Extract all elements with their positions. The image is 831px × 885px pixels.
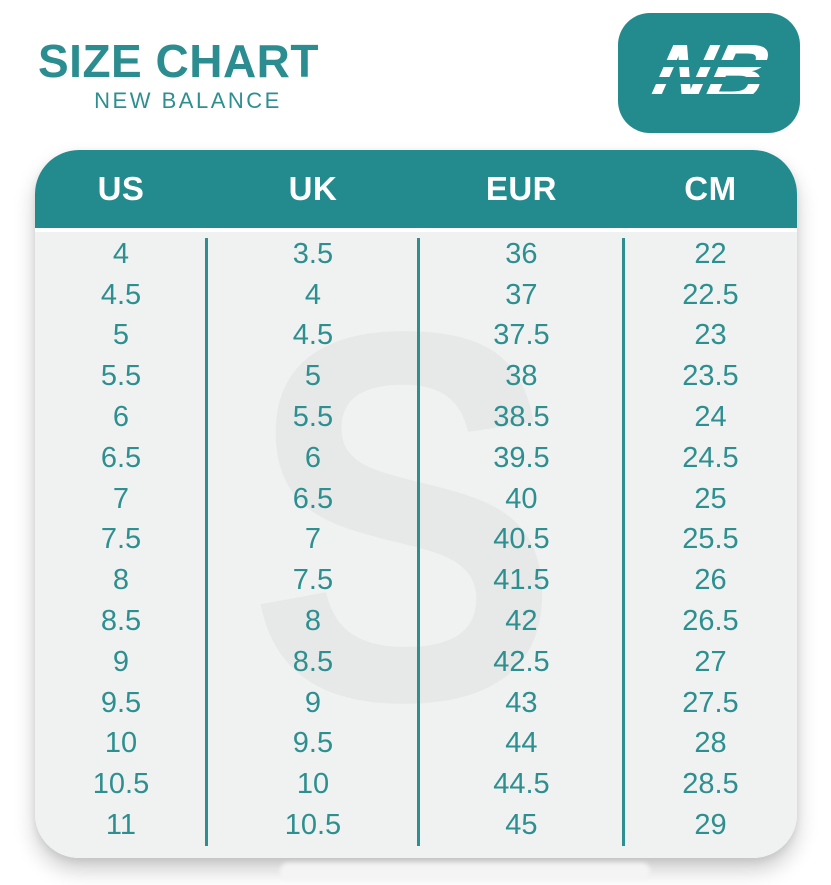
size-cell: 10 [104,727,138,760]
new-balance-logo-icon: NB [603,13,815,133]
table-rows: 4 3.5 36 22 4.5 4 37 22.5 5 4.5 37.5 23 5.5 5 38 23.5 6 5… [35,232,797,846]
size-cell: 40.5 [493,523,550,556]
size-cell: 5 [304,360,322,393]
size-cell: 22.5 [682,278,739,311]
size-cell: 27.5 [682,686,739,719]
size-cell: 26 [694,564,727,597]
size-cell: 4.5 [292,319,334,352]
size-cell: 24 [694,401,727,434]
column-divider [622,238,626,846]
table-row: 5.5 5 38 23.5 [35,356,797,397]
size-cell: 5 [112,319,130,352]
size-cell: 44 [505,727,538,760]
size-cell: 8 [304,605,322,638]
table-row: 5 4.5 37.5 23 [35,316,797,357]
size-cell: 45 [505,809,538,842]
table-row: 7.5 7 40.5 25.5 [35,520,797,561]
column-header-eur: EUR [485,170,558,207]
size-cell: 28.5 [682,768,739,801]
footer-smudge [280,863,650,879]
size-cell: 10.5 [284,809,342,842]
size-cell: 9 [304,686,322,719]
table-row: 8 7.5 41.5 26 [35,560,797,601]
size-cell: 44.5 [493,768,550,801]
table-row: 9.5 9 43 27.5 [35,683,797,724]
size-cell: 42.5 [493,645,550,678]
size-cell: 37.5 [493,319,550,352]
size-cell: 7 [304,523,322,556]
size-cell: 29 [694,809,727,842]
size-cell: 28 [694,727,727,760]
logo-speed-stripe [648,60,774,67]
size-cell: 26.5 [682,605,739,638]
table-row: 6.5 6 39.5 24.5 [35,438,797,479]
size-cell: 24.5 [682,441,739,474]
size-cell: 6 [304,441,322,474]
size-cell: 10 [296,768,330,801]
size-cell: 22 [694,237,727,270]
size-cell: 27 [694,645,727,678]
table-body: S 4 3.5 36 22 4.5 4 37 22.5 5 4.5 37.5 23 5.5 5 38 23.5… [35,232,797,858]
size-cell: 6 [112,401,130,434]
size-cell: 38.5 [493,401,550,434]
size-cell: 7 [112,482,130,515]
table-row: 10 9.5 44 28 [35,724,797,765]
size-cell: 7.5 [100,523,142,556]
size-cell: 10.5 [92,768,150,801]
size-cell: 6.5 [292,482,334,515]
table-row: 7 6.5 40 25 [35,479,797,520]
size-cell: 9 [112,645,130,678]
table-header-row: US UK EUR CM [35,150,797,228]
size-cell: 25.5 [682,523,739,556]
table-row: 6 5.5 38.5 24 [35,397,797,438]
size-cell: 5.5 [100,360,142,393]
size-cell: 36 [505,237,538,270]
column-header-us: US [97,170,145,207]
table-row: 4 3.5 36 22 [35,234,797,275]
column-header-uk: UK [288,170,338,207]
size-cell: 7.5 [292,564,334,597]
brand-logo-badge: NB [618,13,800,133]
size-cell: 40 [505,482,538,515]
size-cell: 4 [304,278,322,311]
size-cell: 6.5 [100,441,142,474]
logo-speed-stripe [648,77,774,84]
size-cell: 11 [105,809,137,842]
table-row: 8.5 8 42 26.5 [35,601,797,642]
size-cell: 9.5 [100,686,142,719]
size-cell: 23.5 [682,360,739,393]
page-title: SIZE CHART [38,35,319,87]
size-cell: 23 [694,319,727,352]
table-row: 11 10.5 45 29 [35,805,797,846]
heading-block: SIZE CHART NEW BALANCE [38,36,338,114]
page-subtitle: NEW BALANCE [94,87,282,113]
watermark-letter: S [247,232,561,811]
size-cell: 4 [112,237,130,270]
size-cell: 43 [505,686,538,719]
size-cell: 8.5 [100,605,142,638]
size-cell: 8.5 [292,645,334,678]
table-row: 9 8.5 42.5 27 [35,642,797,683]
table-row: 10.5 10 44.5 28.5 [35,764,797,805]
size-cell: 8 [112,564,130,597]
nb-logo-letters: NB [643,28,775,117]
size-cell: 38 [505,360,538,393]
column-header-cm: CM [684,170,737,207]
size-cell: 42 [505,605,538,638]
size-cell: 39.5 [493,441,550,474]
size-cell: 41.5 [493,564,550,597]
size-cell: 25 [694,482,727,515]
size-chart-card: US UK EUR CM S 4 3.5 36 22 4.5 4 37 22.5 5 4.5 37.… [35,150,797,858]
column-divider [205,238,209,846]
size-cell: 9.5 [292,727,334,760]
column-divider [417,238,421,846]
logo-speed-stripe [648,94,774,101]
size-cell: 3.5 [292,237,334,270]
size-cell: 5.5 [292,401,334,434]
size-cell: 37 [505,278,538,311]
table-row: 4.5 4 37 22.5 [35,275,797,316]
size-cell: 4.5 [100,278,142,311]
